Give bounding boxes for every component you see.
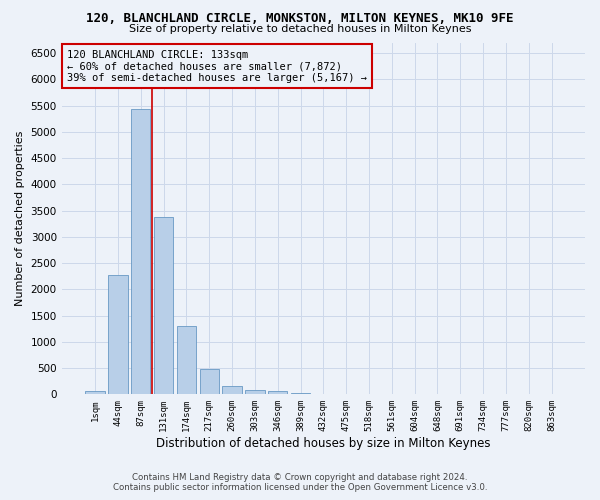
Bar (85, 390, 105, 394)
Bar (291, 393, 310, 394)
Bar (268, 392, 287, 394)
Text: 120 BLANCHLAND CIRCLE: 133sqm
← 60% of detached houses are smaller (7,872)
39% o: 120 BLANCHLAND CIRCLE: 133sqm ← 60% of d… (67, 50, 367, 82)
Bar (245, 390, 265, 394)
Bar (108, 274, 128, 394)
Bar (131, 109, 151, 395)
Text: Size of property relative to detached houses in Milton Keynes: Size of property relative to detached ho… (129, 24, 471, 34)
Bar (223, 386, 242, 394)
X-axis label: Distribution of detached houses by size in Milton Keynes: Distribution of detached houses by size … (156, 437, 491, 450)
Text: 120, BLANCHLAND CIRCLE, MONKSTON, MILTON KEYNES, MK10 9FE: 120, BLANCHLAND CIRCLE, MONKSTON, MILTON… (86, 12, 514, 26)
Y-axis label: Number of detached properties: Number of detached properties (15, 130, 25, 306)
Bar (177, 326, 196, 394)
Text: Contains HM Land Registry data © Crown copyright and database right 2024.
Contai: Contains HM Land Registry data © Crown c… (113, 473, 487, 492)
Bar (154, 217, 173, 394)
Bar (200, 369, 219, 394)
